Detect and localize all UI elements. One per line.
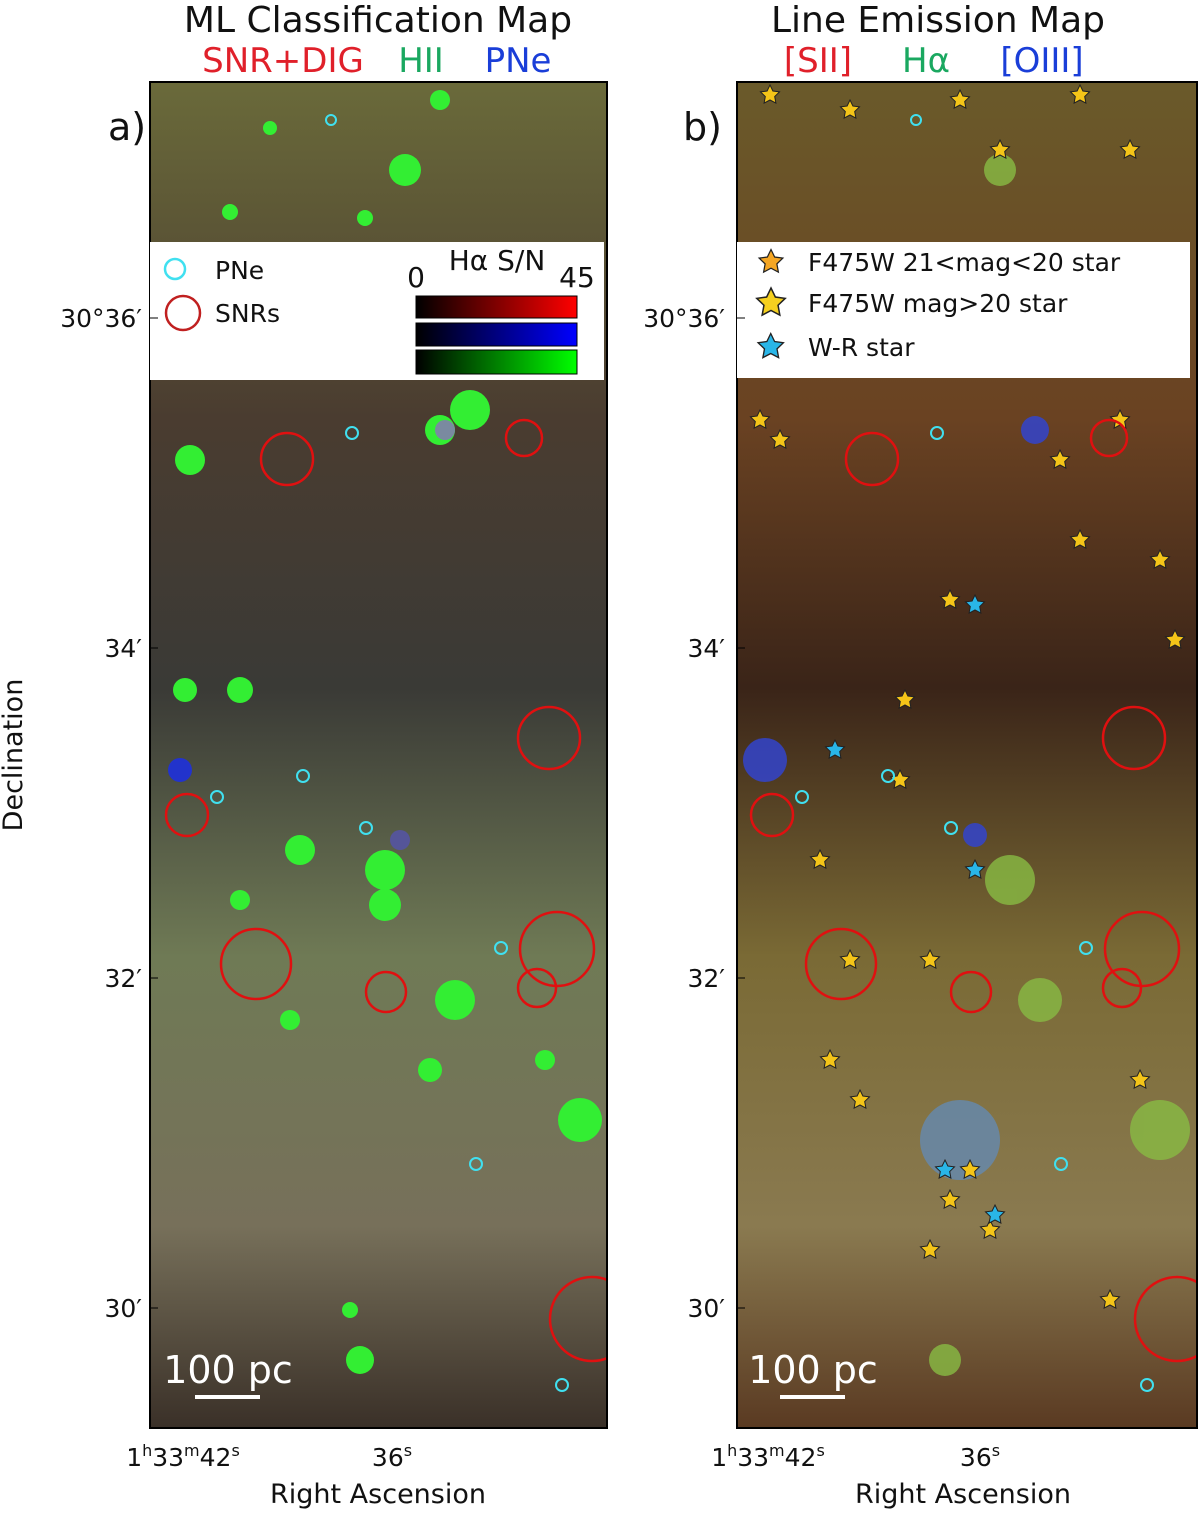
channel-label: SNR+DIG [202,41,364,81]
x-tick-part: 1 [711,1443,727,1472]
y-axis-label: Declination [0,679,29,832]
channel-label: HII [398,41,444,81]
x-tick-part: 33 [737,1443,769,1472]
colorbar-max: 45 [559,261,595,294]
y-tick-label: 32′ [688,964,726,993]
x-tick-part: 33 [152,1443,184,1472]
x-tick-part: 42 [785,1443,817,1472]
x-tick-label: 1h33m42s [711,1441,825,1472]
scale-label: 100 pc [163,1348,293,1392]
y-tick-label: 30′ [105,1294,143,1323]
x-tick-label: 36s [960,1441,1000,1472]
channel-label: PNe [485,41,552,81]
x-tick-part: s [231,1441,239,1460]
x-axis-label: Right Ascension [270,1479,486,1510]
channel-label: [SII] [784,41,852,81]
panel-title: ML Classification Map [184,0,572,41]
channel-label: [OIII] [1000,41,1083,81]
x-tick-part: 42 [200,1443,232,1472]
colorbar-min: 0 [407,261,425,294]
y-tick-label: 34′ [105,634,143,663]
legend-label: SNRs [215,299,280,328]
legend-label: F475W 21<mag<20 star [808,248,1121,277]
x-tick-label: 1h33m42s [126,1441,240,1472]
legend-label: F475W mag>20 star [808,289,1068,318]
x-tick-part: 1 [126,1443,142,1472]
x-tick-part: 36 [372,1443,404,1472]
y-tick-label: 30°36′ [60,304,142,333]
channel-label: Hα [902,41,950,81]
y-tick-label: 32′ [105,964,143,993]
y-tick-label: 30′ [688,1294,726,1323]
x-tick-part: h [142,1441,152,1460]
y-tick-label: 30°36′ [643,304,725,333]
legend-label: W-R star [808,333,915,362]
x-tick-part: h [727,1441,737,1460]
scale-label: 100 pc [748,1348,878,1392]
x-axis-label: Right Ascension [855,1479,1071,1510]
panel-letter: b) [683,105,722,149]
x-tick-part: m [184,1441,200,1460]
colorbar-title: Hα S/N [449,244,546,277]
x-tick-part: s [404,1441,412,1460]
panel-letter: a) [108,105,146,149]
legend-b [737,242,1190,378]
legend-label: PNe [215,256,264,285]
y-tick-label: 34′ [688,634,726,663]
x-tick-part: s [992,1441,1000,1460]
x-tick-part: m [769,1441,785,1460]
x-tick-part: 36 [960,1443,992,1472]
x-tick-part: s [816,1441,824,1460]
x-tick-label: 36s [372,1441,412,1472]
panel-title: Line Emission Map [771,0,1105,41]
